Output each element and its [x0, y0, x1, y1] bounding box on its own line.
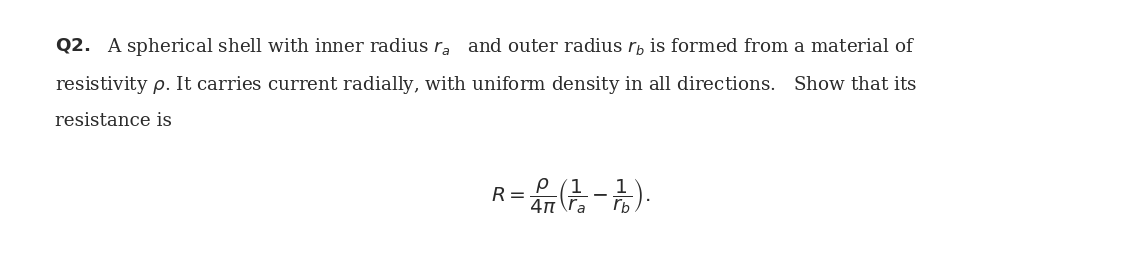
Text: resistance is: resistance is: [55, 112, 171, 130]
Text: A spherical shell with inner radius $r_a$   and outer radius $r_b$ is formed fro: A spherical shell with inner radius $r_a…: [107, 36, 916, 58]
Text: resistivity $\rho$. It carries current radially, with uniform density in all dir: resistivity $\rho$. It carries current r…: [55, 74, 918, 96]
Text: $\mathbf{Q2.}$: $\mathbf{Q2.}$: [55, 36, 90, 55]
Text: $R = \dfrac{\rho}{4\pi}\left(\dfrac{1}{r_a} - \dfrac{1}{r_b}\right).$: $R = \dfrac{\rho}{4\pi}\left(\dfrac{1}{r…: [491, 176, 650, 216]
